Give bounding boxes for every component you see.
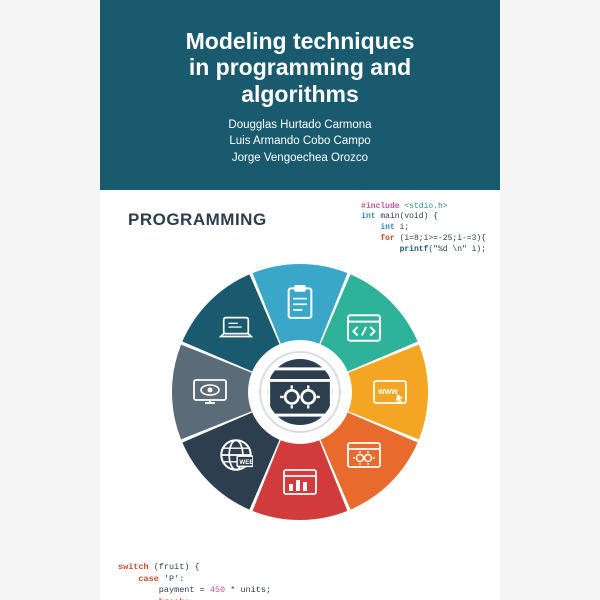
bars-window-icon (283, 465, 317, 499)
svg-text:WEB: WEB (240, 459, 254, 466)
eye-screen-icon (193, 375, 227, 409)
gears-window-icon (347, 438, 381, 472)
laptop-icon (219, 311, 253, 345)
cover-body: PROGRAMMING #include <stdio.h>int main(v… (100, 190, 500, 600)
author: Luis Armando Cobo Campo (229, 135, 370, 147)
title-line: algorithms (241, 81, 359, 107)
book-title: Modeling techniques in programming and a… (124, 28, 476, 107)
code-gears-icon (267, 359, 333, 425)
authors-block: Dougglas Hurtado Carmona Luis Armando Co… (124, 117, 476, 165)
book-cover: Modeling techniques in programming and a… (100, 0, 500, 600)
title-line: Modeling techniques (186, 28, 415, 54)
clipboard-icon (283, 285, 317, 319)
code-window-icon (347, 311, 381, 345)
header-block: Modeling techniques in programming and a… (100, 0, 500, 190)
author: Jorge Vengoechea Orozco (232, 152, 368, 164)
svg-text:WWW: WWW (378, 389, 398, 396)
wheel-center-hub (261, 353, 339, 431)
code-snippet-bottom: switch (fruit) { case 'P': payment = 450… (118, 562, 271, 600)
code-snippet-top: #include <stdio.h>int main(void) { int i… (361, 202, 486, 256)
globe-web-icon: WEB (219, 438, 253, 472)
cursor-window-icon: WWW (373, 375, 407, 409)
programming-label: PROGRAMMING (128, 210, 267, 230)
author: Dougglas Hurtado Carmona (228, 119, 371, 131)
programming-wheel-diagram: WWW WEB (160, 252, 440, 532)
title-line: in programming and (189, 54, 411, 80)
